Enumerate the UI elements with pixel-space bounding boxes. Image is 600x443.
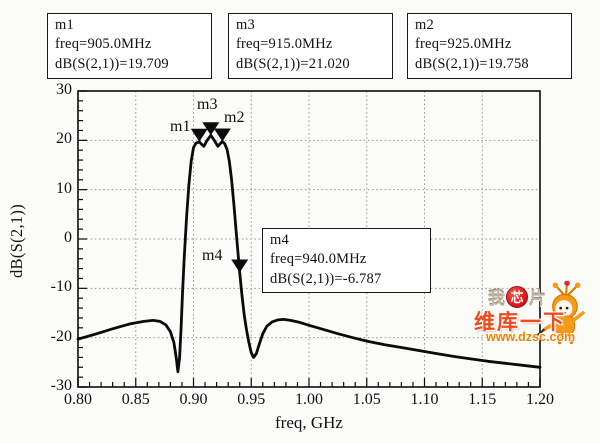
marker-box-m2-freq: freq=925.0MHz <box>415 36 512 53</box>
marker-box-m2-title: m2 <box>415 17 434 33</box>
tick-marks <box>77 90 541 388</box>
marker-box-m2: m2 freq=925.0MHz dB(S(2,1))=19.758 <box>407 13 572 79</box>
marker-box-m4-value: dB(S(2,1))=-6.787 <box>270 270 382 287</box>
chip-badge-icon: 芯 <box>506 285 528 308</box>
marker-box-m2-value: dB(S(2,1))=19.758 <box>415 55 529 72</box>
watermark-char-pian: 片 <box>529 289 546 308</box>
marker-box-m4: m4 freq=940.0MHz dB(S(2,1))=-6.787 <box>262 228 431 293</box>
y-axis-title: dB(S(2,1)) <box>7 203 26 279</box>
marker-box-m3: m3 freq=915.0MHz dB(S(2,1))=21.020 <box>228 13 393 79</box>
dzsc-watermark: 我 芯 片 维库一下 www.dzsc.com <box>474 281 600 349</box>
marker-box-m1: m1 freq=905.0MHz dB(S(2,1))=19.709 <box>47 13 212 79</box>
marker-triangle-m3 <box>202 122 220 136</box>
s21-curve <box>76 133 542 374</box>
watermark-slogan: 我 芯 片 <box>488 284 546 309</box>
marker-triangle-m1 <box>190 128 208 142</box>
marker-box-m1-title: m1 <box>55 17 74 33</box>
marker-box-m4-title: m4 <box>270 232 289 248</box>
marker-box-m3-freq: freq=915.0MHz <box>236 36 333 53</box>
marker-triangle-m2 <box>213 128 231 142</box>
marker-box-m3-value: dB(S(2,1))=21.020 <box>236 55 350 72</box>
marker-box-m1-value: dB(S(2,1))=19.709 <box>55 55 169 72</box>
marker-box-m1-freq: freq=905.0MHz <box>55 36 152 53</box>
marker-box-m4-freq: freq=940.0MHz <box>270 251 367 268</box>
x-axis-title: freq, GHz <box>275 413 343 432</box>
mascot-icon <box>534 281 585 345</box>
watermark-brand: 维库一下 <box>474 310 566 334</box>
watermark-url: www.dzsc.com <box>486 330 576 344</box>
watermark-char-wo: 我 <box>488 289 505 308</box>
marker-box-m3-title: m3 <box>236 17 255 33</box>
marker-triangle-m4 <box>231 259 249 273</box>
